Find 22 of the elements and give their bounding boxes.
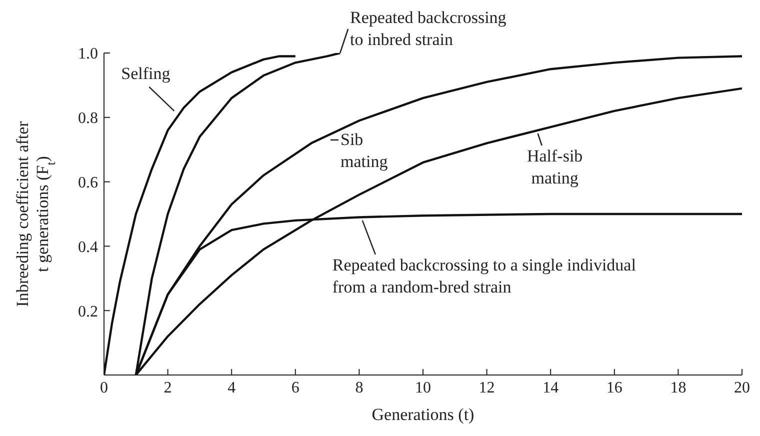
x-tick-label: 12: [478, 379, 495, 396]
x-tick-label: 0: [100, 379, 108, 396]
x-tick-label: 14: [542, 379, 559, 396]
y-tick-label: 0.8: [78, 110, 98, 128]
annotation: Half-sib mating: [526, 146, 583, 188]
y-tick-label: 1.0: [78, 46, 98, 63]
x-tick-label: 16: [606, 379, 622, 396]
x-tick-label: 8: [355, 379, 364, 396]
annotation: Sib mating: [340, 130, 388, 171]
x-tick-label: 4: [228, 379, 236, 396]
y-tick-label: 0.6: [78, 174, 98, 192]
y-tick-label: 0.4: [78, 238, 98, 256]
x-tick-label: 10: [415, 379, 431, 396]
x-axis-title: Generations (t): [372, 405, 474, 424]
annotation: Repeated backcrossing to a single individual from a random-bred strain: [332, 255, 636, 296]
y-tick-label: 0.2: [78, 303, 98, 320]
x-tick-label: 18: [670, 379, 686, 396]
x-tick-label: 2: [164, 379, 172, 396]
x-tick-label: 20: [734, 379, 750, 396]
annotation: Repeated backcrossing to inbred strain: [350, 8, 507, 49]
annotation: Selfing: [121, 64, 171, 83]
x-tick-label: 6: [291, 379, 300, 396]
